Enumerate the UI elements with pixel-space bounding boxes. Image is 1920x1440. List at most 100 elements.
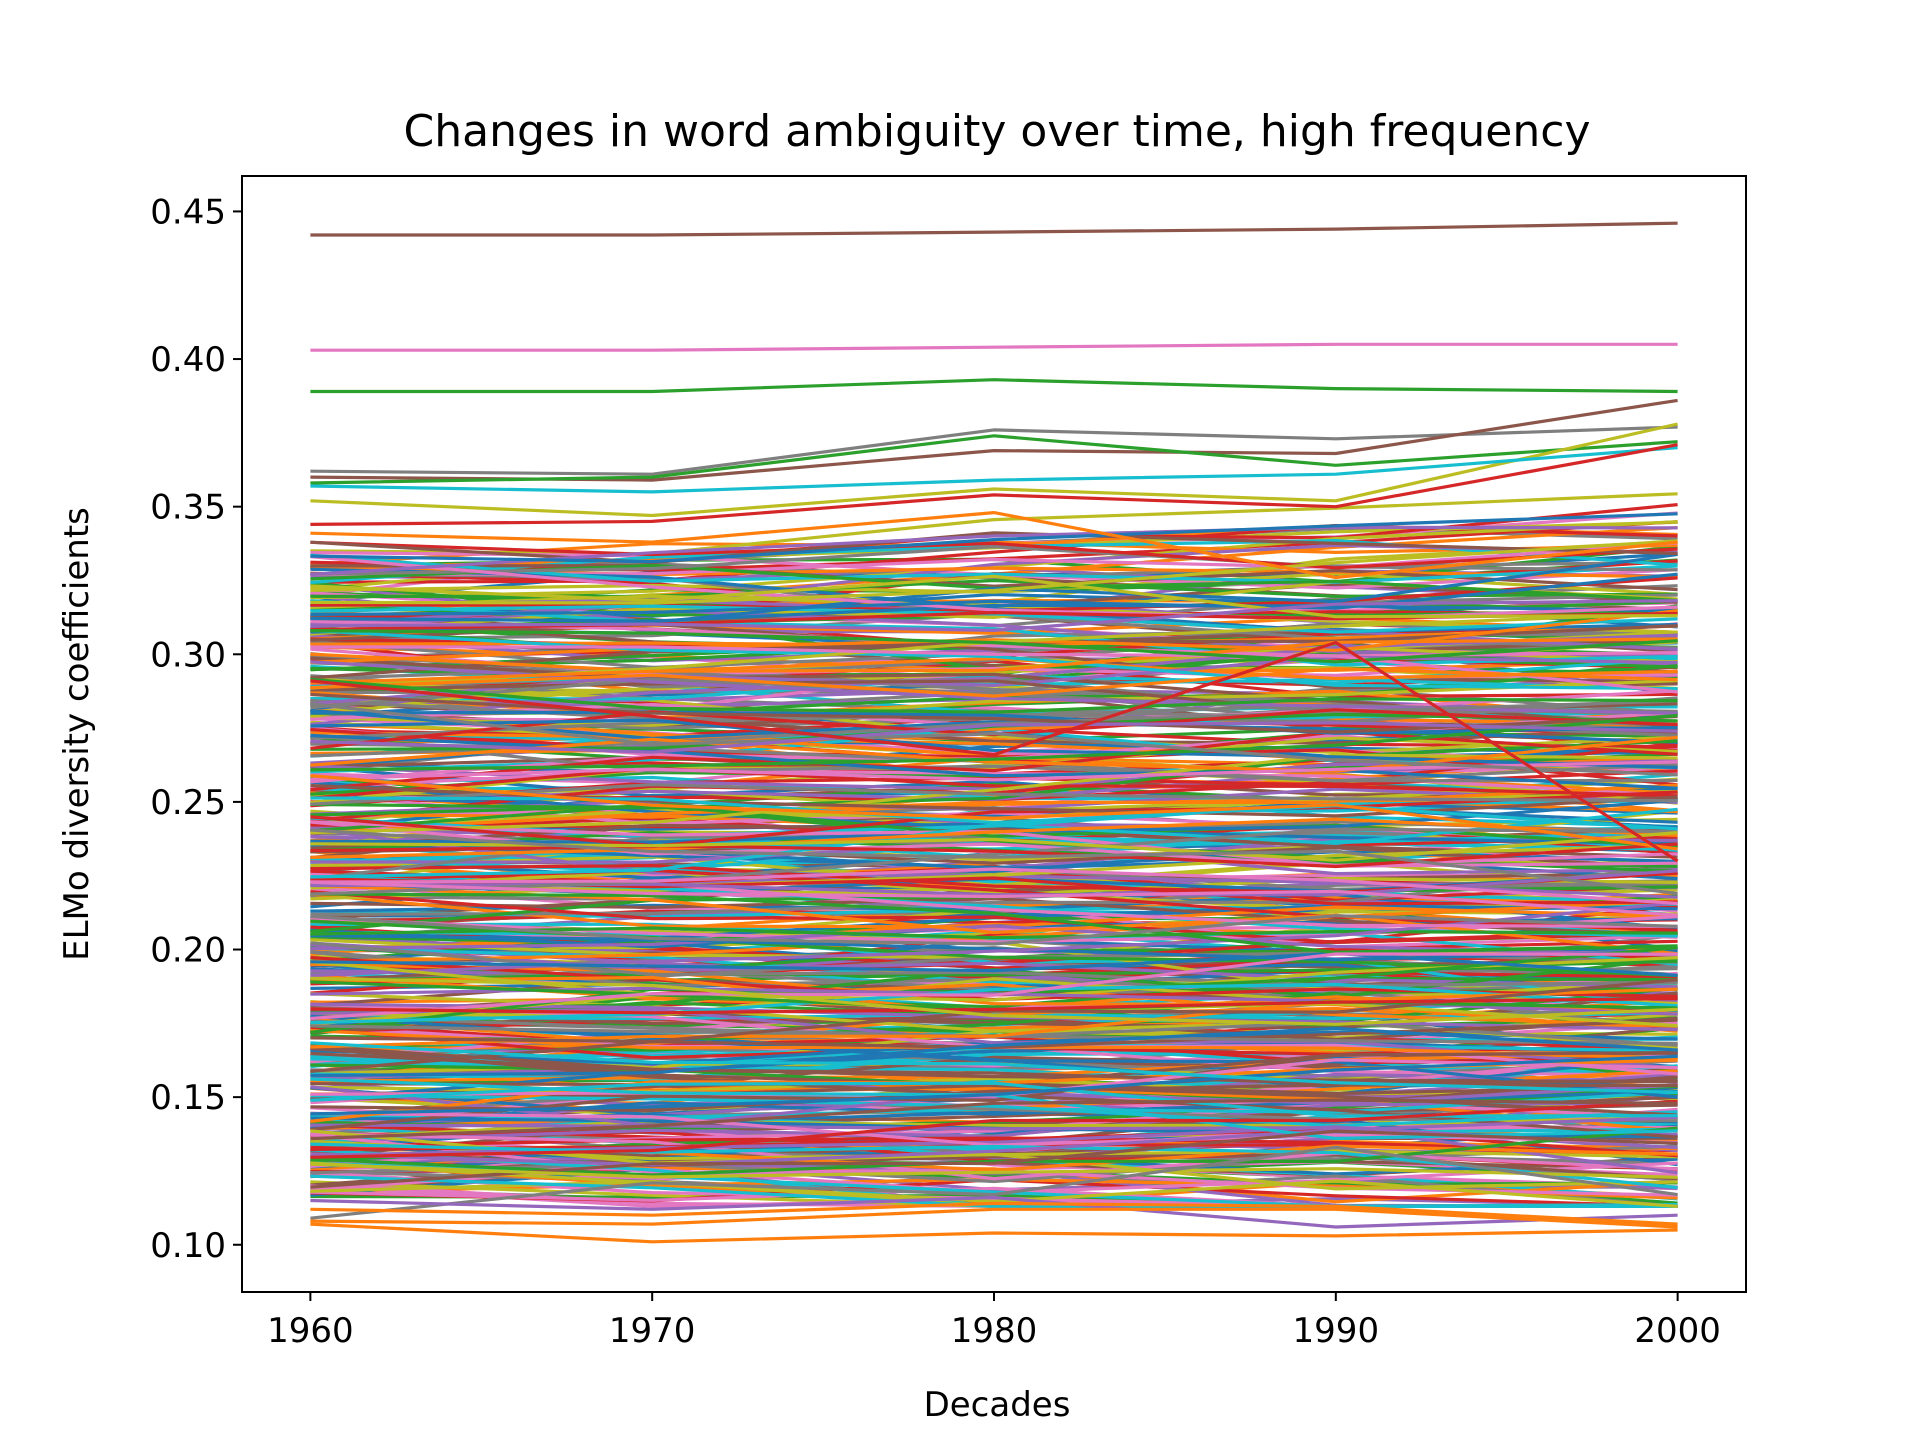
series-line <box>310 1161 1678 1208</box>
series-line <box>310 1040 1678 1102</box>
series-line <box>310 1207 1678 1229</box>
series-line <box>310 1222 1678 1244</box>
series-line <box>310 1026 1678 1078</box>
x-axis-ticks: 1960 1970 1980 1990 2000 <box>267 1292 1721 1351</box>
series-line <box>310 997 1678 1015</box>
series-line <box>310 783 1678 834</box>
series-line <box>310 817 1678 859</box>
series-line <box>310 827 1678 896</box>
series-line <box>310 914 1678 946</box>
series-line <box>310 342 1678 352</box>
series-line <box>310 790 1678 853</box>
series-line <box>310 815 1678 869</box>
series-line <box>310 942 1678 989</box>
series-line <box>310 1050 1678 1132</box>
series-line <box>310 867 1678 906</box>
series-line <box>310 599 1678 633</box>
series-line <box>310 1094 1678 1128</box>
series-line <box>310 774 1678 851</box>
series-line <box>310 609 1678 664</box>
series-line <box>310 976 1678 1036</box>
series-line <box>310 540 1678 570</box>
y-tick-label: 0.25 <box>150 783 226 823</box>
series-line <box>310 1145 1678 1220</box>
series-line <box>310 807 1678 879</box>
series-line <box>310 637 1678 685</box>
y-tick-label: 0.15 <box>150 1078 226 1118</box>
series-line <box>310 434 1678 485</box>
series-line <box>310 702 1678 777</box>
y-tick-label: 0.20 <box>150 931 226 971</box>
series-line <box>310 717 1678 755</box>
y-tick-label: 0.30 <box>150 635 226 675</box>
x-tick-label: 1980 <box>951 1311 1038 1351</box>
series-line <box>310 574 1678 619</box>
series-line <box>310 796 1678 831</box>
series-line <box>310 652 1678 681</box>
series-line <box>310 933 1678 962</box>
series-line <box>310 1115 1678 1167</box>
series-line <box>310 713 1678 772</box>
series-line <box>310 1075 1678 1159</box>
series-line <box>310 710 1678 735</box>
series-line <box>310 645 1678 694</box>
series-line <box>310 1085 1678 1175</box>
x-tick-label: 1990 <box>1293 1311 1380 1351</box>
series-line <box>310 783 1678 806</box>
series-line <box>310 677 1678 714</box>
series-line <box>310 1126 1678 1177</box>
series-line <box>310 667 1678 698</box>
series-line <box>310 629 1678 664</box>
series-line <box>310 1131 1678 1181</box>
x-tick-label: 2000 <box>1634 1311 1721 1351</box>
series-line <box>310 982 1678 1025</box>
x-tick-label: 1960 <box>267 1311 354 1351</box>
series-line <box>310 1174 1678 1209</box>
series-line <box>310 951 1678 977</box>
series-line <box>310 544 1678 576</box>
series-line <box>310 378 1678 394</box>
x-axis-label: Decades <box>924 1385 1071 1425</box>
series-line <box>310 531 1678 565</box>
y-tick-label: 0.45 <box>150 192 226 232</box>
series-line <box>310 677 1678 714</box>
series-line <box>310 1099 1678 1159</box>
series-line <box>310 1201 1678 1226</box>
series-line <box>310 1051 1678 1086</box>
series-line <box>310 733 1678 790</box>
y-axis-ticks: 0.10 0.15 0.20 0.25 0.30 0.35 0.40 0.45 <box>150 192 242 1266</box>
series-line <box>310 733 1678 783</box>
series-line <box>310 603 1678 623</box>
series-line <box>310 221 1678 237</box>
series-line <box>310 962 1678 1033</box>
series-line <box>310 768 1678 798</box>
series-line <box>310 880 1678 917</box>
x-tick-label: 1970 <box>609 1311 696 1351</box>
series-line <box>310 443 1678 526</box>
series-line <box>310 721 1678 754</box>
series-line <box>310 892 1678 955</box>
series-line <box>310 422 1678 518</box>
series-line <box>310 572 1678 616</box>
series-line <box>310 640 1679 863</box>
chart-title: Changes in word ambiguity over time, hig… <box>404 106 1591 157</box>
series-line <box>310 1018 1678 1073</box>
series-line <box>310 512 1678 564</box>
series-line <box>310 890 1678 945</box>
series-line <box>310 492 1678 556</box>
y-axis-label: ELMo diversity coefficients <box>57 507 97 961</box>
series-line <box>310 739 1678 810</box>
series-line <box>310 766 1678 800</box>
series-line <box>310 539 1678 605</box>
series-line <box>310 1054 1678 1116</box>
series-lines <box>310 221 1679 1244</box>
series-line <box>310 1041 1678 1094</box>
y-tick-label: 0.10 <box>150 1226 226 1266</box>
series-line <box>310 977 1678 1018</box>
series-line <box>310 952 1678 1021</box>
series-line <box>310 1044 1678 1084</box>
series-line <box>310 976 1678 1026</box>
series-line <box>310 736 1678 805</box>
series-line <box>310 599 1678 667</box>
